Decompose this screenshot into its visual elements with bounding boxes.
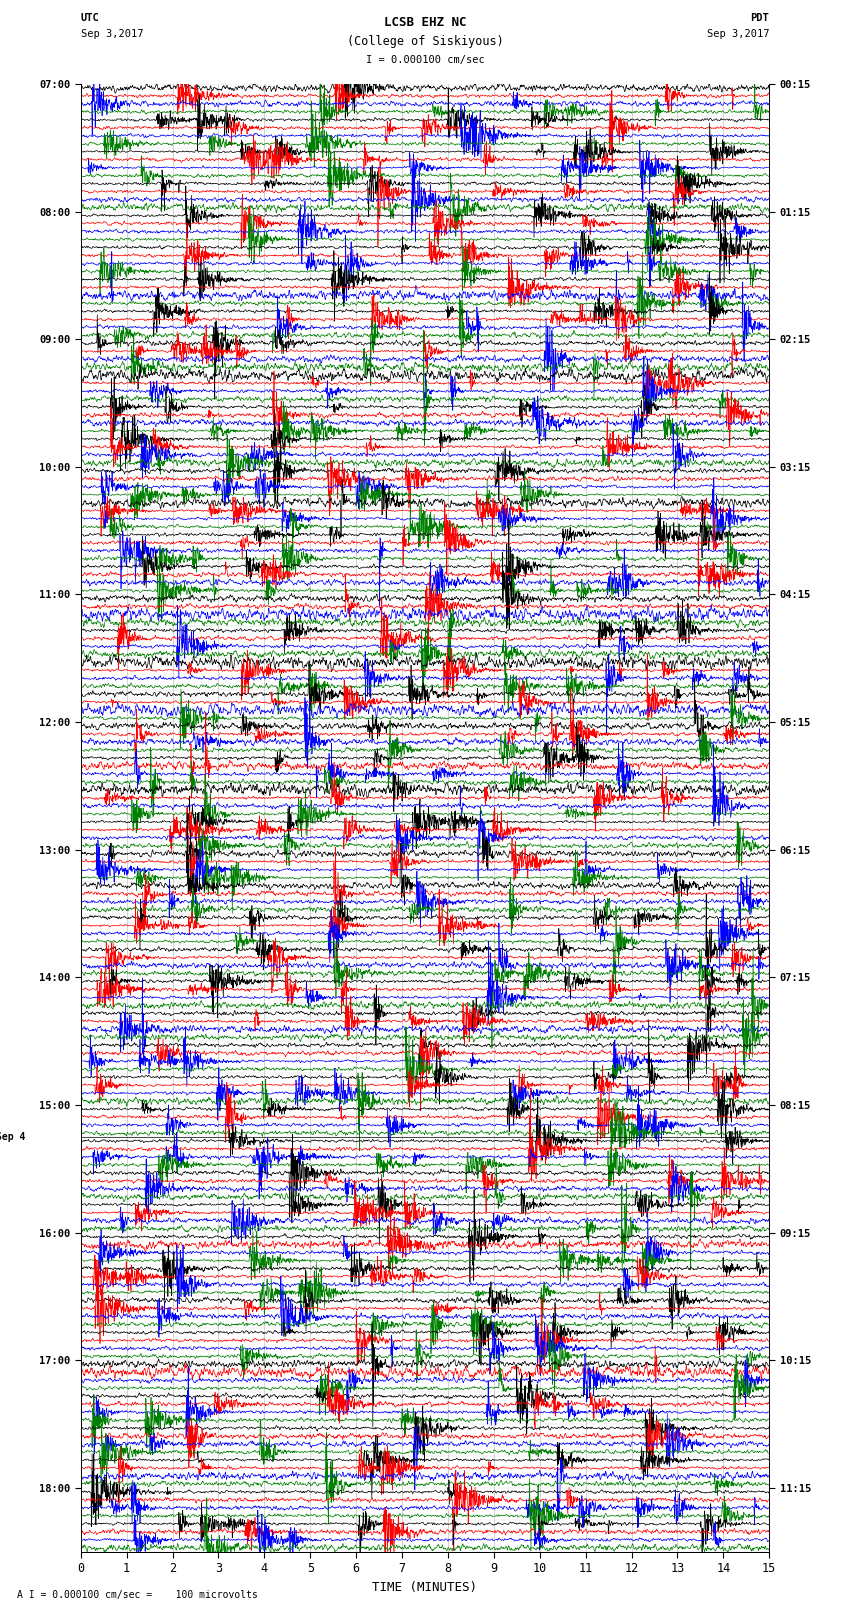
Text: PDT: PDT [751,13,769,23]
Text: I = 0.000100 cm/sec: I = 0.000100 cm/sec [366,55,484,65]
Text: LCSB EHZ NC: LCSB EHZ NC [383,16,467,29]
Text: Sep 4: Sep 4 [0,1132,26,1142]
Text: (College of Siskiyous): (College of Siskiyous) [347,35,503,48]
Text: Sep 3,2017: Sep 3,2017 [81,29,144,39]
Text: UTC: UTC [81,13,99,23]
Text: Sep 3,2017: Sep 3,2017 [706,29,769,39]
Text: A I = 0.000100 cm/sec =    100 microvolts: A I = 0.000100 cm/sec = 100 microvolts [17,1590,258,1600]
X-axis label: TIME (MINUTES): TIME (MINUTES) [372,1581,478,1594]
